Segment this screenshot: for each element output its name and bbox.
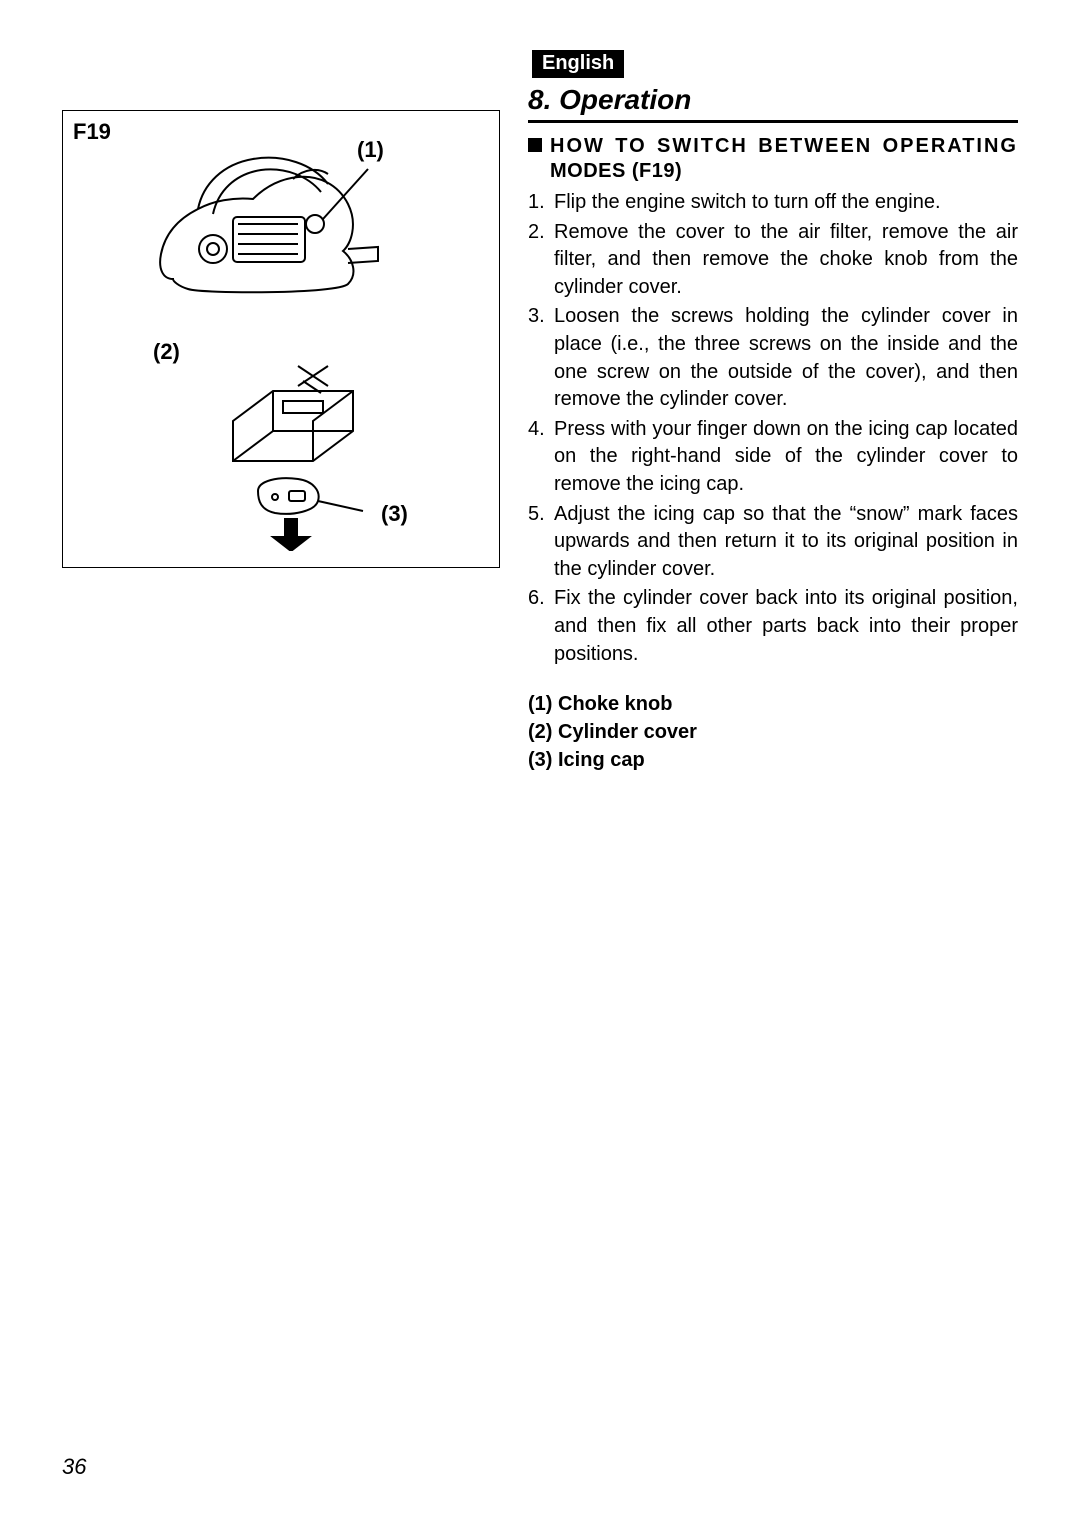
page-number: 36 xyxy=(62,1454,86,1480)
step-text: Adjust the icing cap so that the “snow” … xyxy=(554,501,1018,584)
callout-3: (3) xyxy=(381,501,408,527)
heading-line-1: HOW TO SWITCH BETWEEN OPERATING xyxy=(550,133,1018,160)
step-item: 2.Remove the cover to the air filter, re… xyxy=(528,219,1018,302)
step-number: 3. xyxy=(528,303,554,413)
content-columns: F19 xyxy=(62,50,1018,774)
callout-2: (2) xyxy=(153,339,180,365)
step-text: Flip the engine switch to turn off the e… xyxy=(554,189,1018,217)
figure-f19: F19 xyxy=(62,110,500,568)
step-item: 6.Fix the cylinder cover back into its o… xyxy=(528,585,1018,668)
step-text: Loosen the screws holding the cylinder c… xyxy=(554,303,1018,413)
step-number: 5. xyxy=(528,501,554,584)
step-item: 4.Press with your finger down on the ici… xyxy=(528,416,1018,499)
section-title: 8. Operation xyxy=(528,84,1018,118)
callout-1: (1) xyxy=(357,137,384,163)
step-number: 4. xyxy=(528,416,554,499)
step-text: Remove the cover to the air filter, remo… xyxy=(554,219,1018,302)
step-item: 3.Loosen the screws holding the cylinder… xyxy=(528,303,1018,413)
page: F19 xyxy=(0,0,1080,1526)
right-column: English 8. Operation HOW TO SWITCH BETWE… xyxy=(528,50,1018,774)
step-item: 5.Adjust the icing cap so that the “snow… xyxy=(528,501,1018,584)
legend-item: (1) Choke knob xyxy=(528,690,1018,718)
language-badge: English xyxy=(532,50,624,78)
legend-item: (2) Cylinder cover xyxy=(528,718,1018,746)
figure-label: F19 xyxy=(73,119,111,145)
legend-item: (3) Icing cap xyxy=(528,746,1018,774)
section-rule xyxy=(528,120,1018,123)
step-number: 6. xyxy=(528,585,554,668)
step-item: 1.Flip the engine switch to turn off the… xyxy=(528,189,1018,217)
step-number: 2. xyxy=(528,219,554,302)
legend: (1) Choke knob (2) Cylinder cover (3) Ic… xyxy=(528,690,1018,774)
heading-line-2: MODES (F19) xyxy=(550,160,1018,183)
steps-list: 1.Flip the engine switch to turn off the… xyxy=(528,189,1018,668)
step-number: 1. xyxy=(528,189,554,217)
subsection-heading: HOW TO SWITCH BETWEEN OPERATING MODES (F… xyxy=(528,133,1018,183)
square-bullet-icon xyxy=(528,138,542,152)
step-text: Fix the cylinder cover back into its ori… xyxy=(554,585,1018,668)
left-column: F19 xyxy=(62,50,500,774)
step-text: Press with your finger down on the icing… xyxy=(554,416,1018,499)
